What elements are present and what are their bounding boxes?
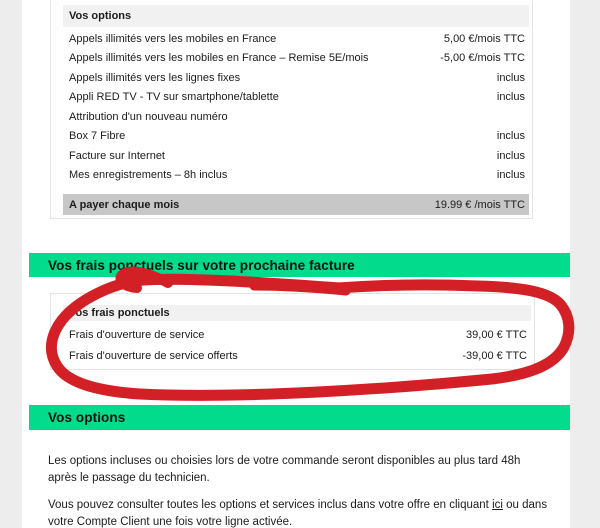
monthly-total-row: A payer chaque mois 19.99 € /mois TTC (63, 194, 529, 215)
table-row: Attribution d'un nouveau numéro (63, 107, 529, 127)
paragraph-text: ou dans (502, 499, 548, 511)
options-table-header: Vos options (63, 5, 529, 27)
table-row: Mes enregistrements – 8h inclus inclus (63, 166, 529, 186)
table-row: Appels illimités vers les mobiles en Fra… (63, 49, 529, 69)
row-value: inclus (496, 71, 525, 84)
paragraph-line: après le passage du technicien. (48, 471, 210, 484)
info-paragraphs: Les options incluses ou choisies lors de… (48, 453, 563, 528)
table-row: Frais d'ouverture de service offerts -39… (63, 345, 531, 366)
page-gutter-left (0, 0, 22, 528)
ici-link[interactable]: ici (492, 499, 503, 511)
row-label: Appels illimités vers les mobiles en Fra… (69, 32, 277, 45)
section-header-options: Vos options (29, 405, 570, 430)
paragraph-line: Vous pouvez consulter toutes les options… (48, 497, 563, 514)
row-label: Mes enregistrements – 8h inclus (69, 169, 228, 182)
paragraph-options-availability: Les options incluses ou choisies lors de… (48, 453, 563, 486)
row-value: inclus (496, 130, 525, 143)
row-label: Facture sur Internet (69, 149, 165, 162)
table-row: Facture sur Internet inclus (63, 146, 529, 166)
table-row: Frais d'ouverture de service 39,00 € TTC (63, 324, 531, 345)
options-summary-table: Vos options Appels illimités vers les mo… (50, 0, 533, 219)
total-label: A payer chaque mois (69, 198, 180, 211)
section-header-frais-ponctuels: Vos frais ponctuels sur votre prochaine … (29, 253, 570, 277)
table-row: Appels illimités vers les lignes fixes i… (63, 68, 529, 88)
row-label: Box 7 Fibre (69, 130, 126, 143)
fees-table: Vos frais ponctuels Frais d'ouverture de… (50, 293, 535, 370)
row-value: 39,00 € TTC (466, 328, 527, 341)
options-table-rows: Appels illimités vers les mobiles en Fra… (63, 29, 529, 185)
annotation-pen-overlap (249, 281, 351, 296)
table-row: Appels illimités vers les mobiles en Fra… (63, 29, 529, 49)
row-value: inclus (496, 149, 525, 162)
row-value: inclus (496, 169, 525, 182)
section-title: Vos frais ponctuels sur votre prochaine … (48, 257, 355, 273)
page-gutter-right (570, 0, 600, 528)
row-label: Attribution d'un nouveau numéro (69, 110, 228, 123)
paragraph-line: votre Compte Client une fois votre ligne… (48, 515, 293, 528)
row-value: 5,00 €/mois TTC (443, 32, 525, 45)
row-label: Appli RED TV - TV sur smartphone/tablett… (69, 91, 279, 104)
row-value: -5,00 €/mois TTC (440, 52, 525, 65)
section-title: Vos options (48, 410, 126, 425)
fees-table-rows: Frais d'ouverture de service 39,00 € TTC… (63, 324, 531, 366)
table-row: Box 7 Fibre inclus (63, 127, 529, 147)
row-label: Frais d'ouverture de service offerts (69, 349, 238, 362)
row-value: -39,00 € TTC (462, 349, 527, 362)
paragraph-line: Les options incluses ou choisies lors de… (48, 455, 521, 467)
row-label: Appels illimités vers les mobiles en Fra… (69, 52, 369, 65)
row-label: Frais d'ouverture de service (69, 328, 205, 341)
row-label: Appels illimités vers les lignes fixes (69, 71, 241, 84)
row-value: inclus (496, 91, 525, 104)
fees-table-header: Vos frais ponctuels (63, 305, 531, 321)
paragraph-consult-options: Vous pouvez consulter toutes les options… (48, 497, 563, 528)
table-row: Appli RED TV - TV sur smartphone/tablett… (63, 88, 529, 108)
total-value: 19.99 € /mois TTC (434, 198, 525, 211)
paragraph-text: Vous pouvez consulter toutes les options… (48, 499, 493, 511)
